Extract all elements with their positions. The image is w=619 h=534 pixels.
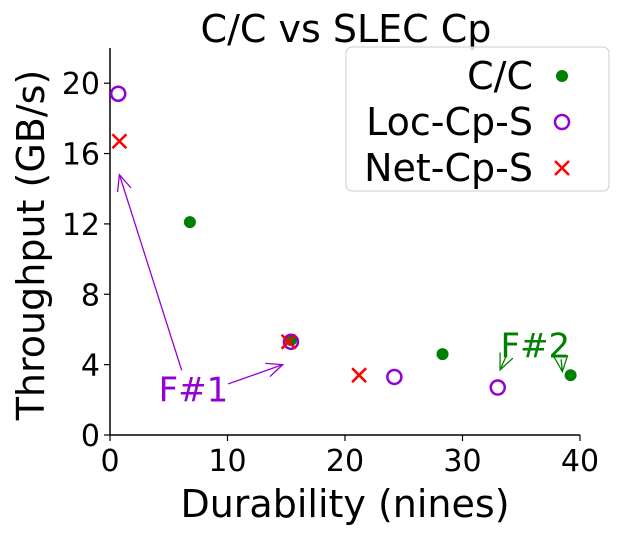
axis-ticks: 0 10 20 30 40 0 4 8 12 16 20	[62, 67, 599, 479]
legend-marker-c-c	[556, 70, 568, 82]
legend-label-net-cp-s: Net-Cp-S	[364, 146, 533, 190]
annotation-arrow	[499, 356, 507, 371]
x-axis-label: Durability (nines)	[180, 482, 509, 526]
y-axis-label: Throughput (GB/s)	[9, 70, 53, 422]
annotation-arrow	[560, 359, 564, 372]
x-tick-label: 20	[326, 444, 364, 479]
annotation-arrow	[227, 364, 283, 385]
legend-label-c-c: C/C	[467, 54, 533, 98]
legend-box	[345, 46, 610, 192]
point-c-c	[564, 369, 577, 382]
annotation-f1: F#1	[159, 370, 229, 410]
point-loc-cp-s	[489, 379, 506, 396]
point-net-cp-s	[280, 333, 297, 350]
y-tick-label: 8	[81, 278, 100, 313]
annotation-arrowhead	[265, 362, 285, 378]
y-tick-label: 0	[81, 419, 100, 454]
point-loc-cp-s	[282, 333, 300, 351]
annotation-arrowhead	[116, 173, 132, 193]
point-c-c	[183, 216, 196, 229]
point-loc-cp-s	[109, 85, 127, 102]
x-tick-label: 40	[561, 444, 599, 479]
legend-marker-net-cp-s	[554, 160, 570, 176]
data-points	[109, 85, 577, 396]
y-tick-label: 4	[81, 349, 100, 384]
legend-label-loc-cp-s: Loc-Cp-S	[366, 100, 533, 144]
point-loc-cp-s	[386, 368, 403, 386]
point-net-cp-s	[351, 367, 367, 384]
annotation-arrowhead	[553, 354, 569, 374]
y-tick-label: 16	[62, 138, 100, 173]
annotations: F#1F#2	[116, 173, 570, 410]
annotation-arrow	[118, 174, 183, 371]
annotation-arrowhead	[499, 352, 514, 372]
y-tick-label: 12	[62, 208, 100, 243]
chart-title: C/C vs SLEC Cp	[201, 7, 492, 51]
legend-marker-loc-cp-s	[553, 113, 571, 131]
point-net-cp-s	[111, 133, 128, 150]
x-tick-label: 30	[443, 444, 481, 479]
point-c-c	[436, 348, 449, 361]
x-tick-label: 0	[100, 444, 119, 479]
x-tick-label: 10	[208, 444, 246, 479]
y-tick-label: 20	[62, 67, 100, 102]
